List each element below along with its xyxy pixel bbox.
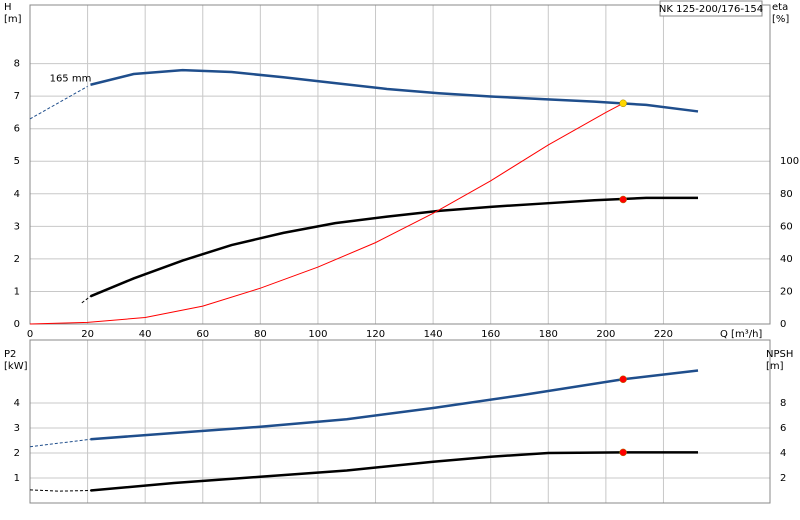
- y-axis-label: [kW]: [4, 361, 28, 372]
- y-tick-label: 2: [14, 254, 20, 265]
- y-tick-label: 6: [14, 124, 20, 135]
- y-tick-label: 3: [14, 221, 20, 232]
- y-tick-label: 3: [14, 423, 20, 434]
- y2-axis-label: eta: [772, 2, 788, 13]
- duty-point: [619, 375, 627, 383]
- y2-tick-label: 2: [780, 473, 786, 484]
- series-line: [90, 451, 699, 492]
- y2-axis-label: [%]: [772, 14, 789, 25]
- x-tick-label: 140: [424, 329, 443, 340]
- y2-tick-label: 60: [780, 221, 793, 232]
- y-tick-label: 7: [14, 91, 20, 102]
- y-axis-label: H: [4, 2, 12, 13]
- x-tick-label: 180: [539, 329, 558, 340]
- y-tick-label: 4: [14, 189, 20, 200]
- y2-tick-label: 20: [780, 286, 793, 297]
- series-line: [81, 295, 91, 304]
- series-line: [89, 196, 699, 298]
- series-line: [29, 438, 91, 448]
- y2-tick-label: 80: [780, 189, 793, 200]
- x-tick-label: 160: [481, 329, 500, 340]
- x-tick-label: 120: [366, 329, 385, 340]
- series-line: [29, 102, 624, 325]
- series-line: [29, 489, 91, 492]
- x-tick-label: 20: [81, 329, 94, 340]
- chart-title: NK 125-200/176-154: [659, 4, 763, 15]
- y2-tick-label: 4: [780, 448, 786, 459]
- duty-point: [619, 99, 627, 108]
- x-tick-label: 100: [308, 329, 327, 340]
- x-axis-label: Q [m³/h]: [720, 329, 762, 340]
- x-tick-label: 60: [196, 329, 209, 340]
- series-line: [29, 85, 88, 120]
- y-tick-label: 4: [14, 398, 20, 409]
- y2-tick-label: 0: [780, 319, 786, 330]
- duty-point: [619, 448, 627, 457]
- x-tick-label: 200: [596, 329, 615, 340]
- series-line: [90, 369, 699, 441]
- y-axis-label: P2: [4, 349, 16, 360]
- y2-tick-label: 100: [780, 156, 799, 167]
- duty-point: [619, 195, 627, 204]
- annotation: 165 mm: [50, 73, 92, 84]
- y2-tick-label: 6: [780, 423, 786, 434]
- y-tick-label: 0: [14, 319, 20, 330]
- series-line: [90, 68, 699, 113]
- x-tick-label: 0: [27, 329, 33, 340]
- y2-tick-label: 40: [780, 254, 793, 265]
- y-axis-label: [m]: [4, 14, 22, 25]
- plot-frame: [29, 4, 771, 325]
- y-tick-label: 2: [14, 448, 20, 459]
- y2-axis-label: [m]: [766, 361, 784, 372]
- title-box: [659, 0, 763, 17]
- x-tick-label: 80: [254, 329, 267, 340]
- y-tick-label: 8: [14, 59, 20, 70]
- y-tick-label: 1: [14, 286, 20, 297]
- x-tick-label: 40: [139, 329, 152, 340]
- y2-axis-label: NPSH: [766, 349, 793, 360]
- y-tick-label: 1: [14, 473, 20, 484]
- x-tick-label: 220: [654, 329, 673, 340]
- plot-frame: [29, 339, 771, 504]
- y2-tick-label: 8: [780, 398, 786, 409]
- y-tick-label: 5: [14, 156, 20, 167]
